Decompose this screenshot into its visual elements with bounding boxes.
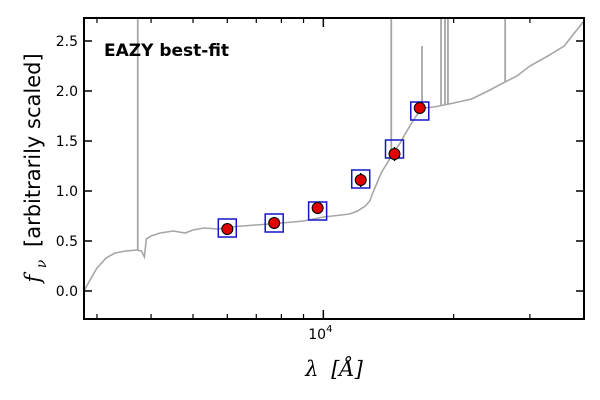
y-tick-label: 1.5 (56, 134, 78, 150)
model-photometry-boxes (217, 101, 430, 238)
annotation-label: EAZY best-fit (104, 41, 229, 61)
y-axis-text: [arbitrarily scaled] (21, 53, 45, 247)
template-spectrum (84, 18, 584, 292)
y-axis-symbol: f (21, 272, 45, 285)
x-tick-label: 104 (308, 324, 332, 343)
y-tick-label: 2.5 (56, 34, 78, 50)
model-box (264, 213, 284, 233)
observed-point (221, 223, 234, 235)
x-axis-label: λ [Å] (304, 356, 363, 381)
template-spectrum-line (84, 20, 584, 292)
x-axis-unit: [Å] (331, 356, 363, 381)
y-tick-label: 1.0 (56, 184, 78, 200)
x-axis-symbol: λ (304, 357, 318, 381)
observed-point (388, 148, 401, 160)
model-box (217, 218, 238, 238)
y-axis-label: f ν [arbitrarily scaled] (21, 53, 51, 284)
plot-frame (83, 17, 585, 320)
svg-text:λ [Å]: λ [Å] (304, 356, 363, 381)
observed-point (354, 174, 367, 186)
observed-point (268, 217, 281, 229)
observed-photometry (221, 102, 426, 235)
svg-text:f ν [arbitrarily s: f ν [arbitrarily scaled] (21, 53, 51, 284)
x-axis-ticks: 104 (96, 18, 531, 343)
y-tick-label: 0.5 (56, 234, 78, 250)
model-box (350, 169, 371, 189)
observed-point (413, 102, 426, 114)
y-tick-label: 0.0 (56, 284, 78, 300)
y-tick-label: 2.0 (56, 84, 78, 100)
y-axis-subscript: ν (34, 259, 50, 268)
y-axis-ticks: 0.0 0.5 1.0 1.5 2.0 2.5 (56, 34, 584, 300)
observed-point (311, 202, 324, 214)
